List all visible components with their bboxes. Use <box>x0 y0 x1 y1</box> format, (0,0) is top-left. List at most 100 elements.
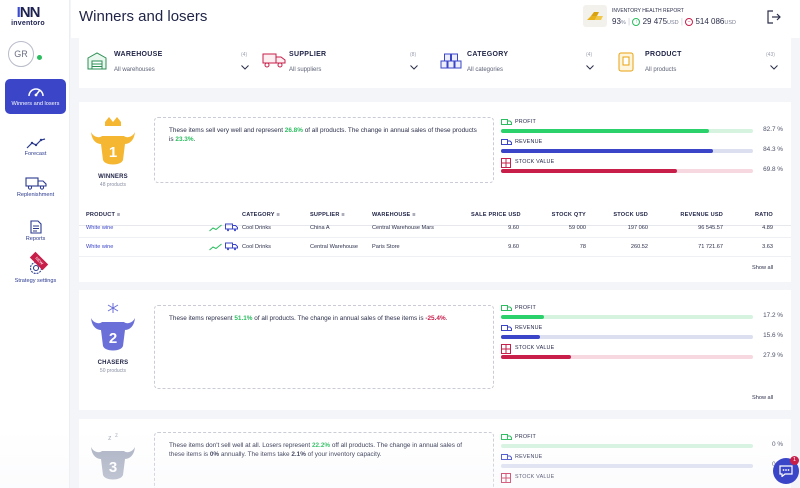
replenish-truck-icon[interactable] <box>225 223 238 232</box>
svg-text:3: 3 <box>109 459 117 476</box>
product-link[interactable]: White wine <box>86 225 114 231</box>
document-icon <box>29 220 42 234</box>
revenue-icon <box>501 139 512 145</box>
revenue-value: 84.3 % <box>763 146 783 153</box>
sidebar-item-winners-and-losers[interactable]: Winners and losers <box>5 79 66 114</box>
revenue-metric: REVENUE 0 % <box>501 453 783 473</box>
app-logo[interactable]: INN inventoro <box>8 4 48 27</box>
revenue-metric: REVENUE 84.3 % <box>501 138 783 158</box>
losers-bull-icon: z z 3 <box>91 433 135 480</box>
winners-panel: 1 WINNERS 48 products These items sell v… <box>79 102 791 282</box>
column-header-supplier[interactable]: SUPPLIER ≡ <box>310 212 345 218</box>
online-status-dot <box>36 54 43 61</box>
column-header-warehouse[interactable]: WAREHOUSE ≡ <box>372 212 416 218</box>
column-header-stock-qty[interactable]: STOCK QTY <box>551 212 586 218</box>
revenue-icon <box>501 454 512 460</box>
down-arrow-icon: − <box>685 18 694 26</box>
product-link[interactable]: White wine <box>86 244 114 250</box>
replenish-truck-icon[interactable] <box>225 242 238 251</box>
profit-bar <box>501 315 545 319</box>
profit-bar <box>501 129 710 133</box>
stock-value-icon <box>501 344 511 354</box>
chevron-down-icon[interactable] <box>586 65 594 70</box>
product-icon <box>618 52 634 72</box>
trend-chart-icon[interactable] <box>209 243 222 251</box>
report-label: INVENTORY HEALTH REPORT <box>612 8 684 14</box>
filter-value: All warehouses <box>114 67 155 73</box>
avatar[interactable]: GR <box>8 41 34 67</box>
stock-value-icon <box>501 473 511 483</box>
product-filter[interactable]: PRODUCT (43) All products <box>618 48 783 80</box>
chat-bubble-icon <box>779 465 793 477</box>
filter-count: (4) <box>241 52 248 58</box>
profit-icon <box>501 119 512 125</box>
chasers-bull-icon: 2 <box>91 303 135 351</box>
sidebar-item-forecast[interactable]: Forecast <box>5 137 66 158</box>
gold-bars-icon <box>583 5 607 27</box>
show-all-link[interactable]: Show all <box>752 395 774 401</box>
filter-bar: WAREHOUSE (4) All warehouses SUPPLIER (8… <box>79 38 791 88</box>
trend-chart-icon[interactable] <box>209 224 222 232</box>
up-arrow-icon: ↑ <box>632 18 641 26</box>
table-row[interactable]: White wine Cool Drinks China A Central W… <box>79 219 791 238</box>
warehouse-icon <box>87 52 107 70</box>
winners-description: These items sell very well and represent… <box>154 117 494 183</box>
category-boxes-icon <box>440 53 462 69</box>
profit-icon <box>501 434 512 440</box>
column-header-category[interactable]: CATEGORY ≡ <box>242 212 280 218</box>
column-header-stock-usd[interactable]: STOCK USD <box>613 212 648 218</box>
column-header-sale-price[interactable]: SALE PRICE USD <box>471 212 521 218</box>
filter-label: SUPPLIER <box>289 51 327 58</box>
category-count: 48 products <box>99 182 127 188</box>
table-row[interactable]: White wine Cool Drinks Central Warehouse… <box>79 238 791 257</box>
winners-category: 1 WINNERS 48 products <box>79 116 147 188</box>
filter-label: PRODUCT <box>645 51 682 58</box>
sidebar-item-replenishment[interactable]: Replenishment <box>5 176 66 199</box>
category-count: 50 products <box>99 368 127 374</box>
filter-label: WAREHOUSE <box>114 51 163 58</box>
inventory-health-report[interactable]: INVENTORY HEALTH REPORT 93% | ↑ 29 475US… <box>583 5 753 31</box>
trend-line-icon <box>26 138 45 149</box>
down-value: 514 086 <box>695 17 725 26</box>
supplier-truck-icon <box>262 53 286 68</box>
logo-mark: INN <box>16 4 41 21</box>
chat-button[interactable]: 1 <box>773 456 799 484</box>
filter-count: (4) <box>586 52 593 58</box>
filter-value: All categories <box>467 67 504 73</box>
sidebar-item-label: Forecast <box>24 151 47 157</box>
profit-icon <box>501 305 512 311</box>
chevron-down-icon[interactable] <box>241 65 249 70</box>
svg-text:1: 1 <box>109 144 117 161</box>
revenue-value: 15.6 % <box>763 332 783 339</box>
show-all-link[interactable]: Show all <box>752 265 774 271</box>
filter-value: All suppliers <box>289 67 322 73</box>
stock-value-value: 27.9 % <box>763 352 783 359</box>
profit-metric: PROFIT 17.2 % <box>501 304 783 324</box>
chevron-down-icon[interactable] <box>410 65 418 70</box>
column-header-revenue-usd[interactable]: REVENUE USD <box>680 212 723 218</box>
losers-description: These items don't sell well at all. Lose… <box>154 432 494 488</box>
revenue-bar <box>501 335 541 339</box>
column-header-product[interactable]: PRODUCT ≡ <box>86 212 121 218</box>
sidebar-item-label: Reports <box>25 236 46 242</box>
svg-text:2: 2 <box>109 330 117 347</box>
logout-icon[interactable] <box>767 10 781 24</box>
chasers-description: These items represent 51.1% of all produ… <box>154 305 494 389</box>
gauge-icon <box>27 88 44 97</box>
column-header-ratio[interactable]: RATIO <box>755 212 773 218</box>
health-value: 93 <box>612 17 621 26</box>
category-filter[interactable]: CATEGORY (4) All categories <box>440 48 600 80</box>
revenue-icon <box>501 325 512 331</box>
truck-icon <box>24 177 47 190</box>
warehouse-filter[interactable]: WAREHOUSE (4) All warehouses <box>87 48 249 80</box>
chevron-down-icon[interactable] <box>770 65 778 70</box>
stock-value-metric: STOCK VALUE <box>501 473 783 488</box>
sidebar-item-reports[interactable]: Reports <box>5 220 66 243</box>
sidebar-item-label: Winners and losers <box>11 101 60 107</box>
svg-text:z: z <box>115 433 118 439</box>
profit-value: 0 % <box>771 441 783 448</box>
supplier-filter[interactable]: SUPPLIER (8) All suppliers <box>262 48 422 80</box>
filter-count: (43) <box>766 52 775 58</box>
stock-value-metric: STOCK VALUE 27.9 % <box>501 344 783 364</box>
